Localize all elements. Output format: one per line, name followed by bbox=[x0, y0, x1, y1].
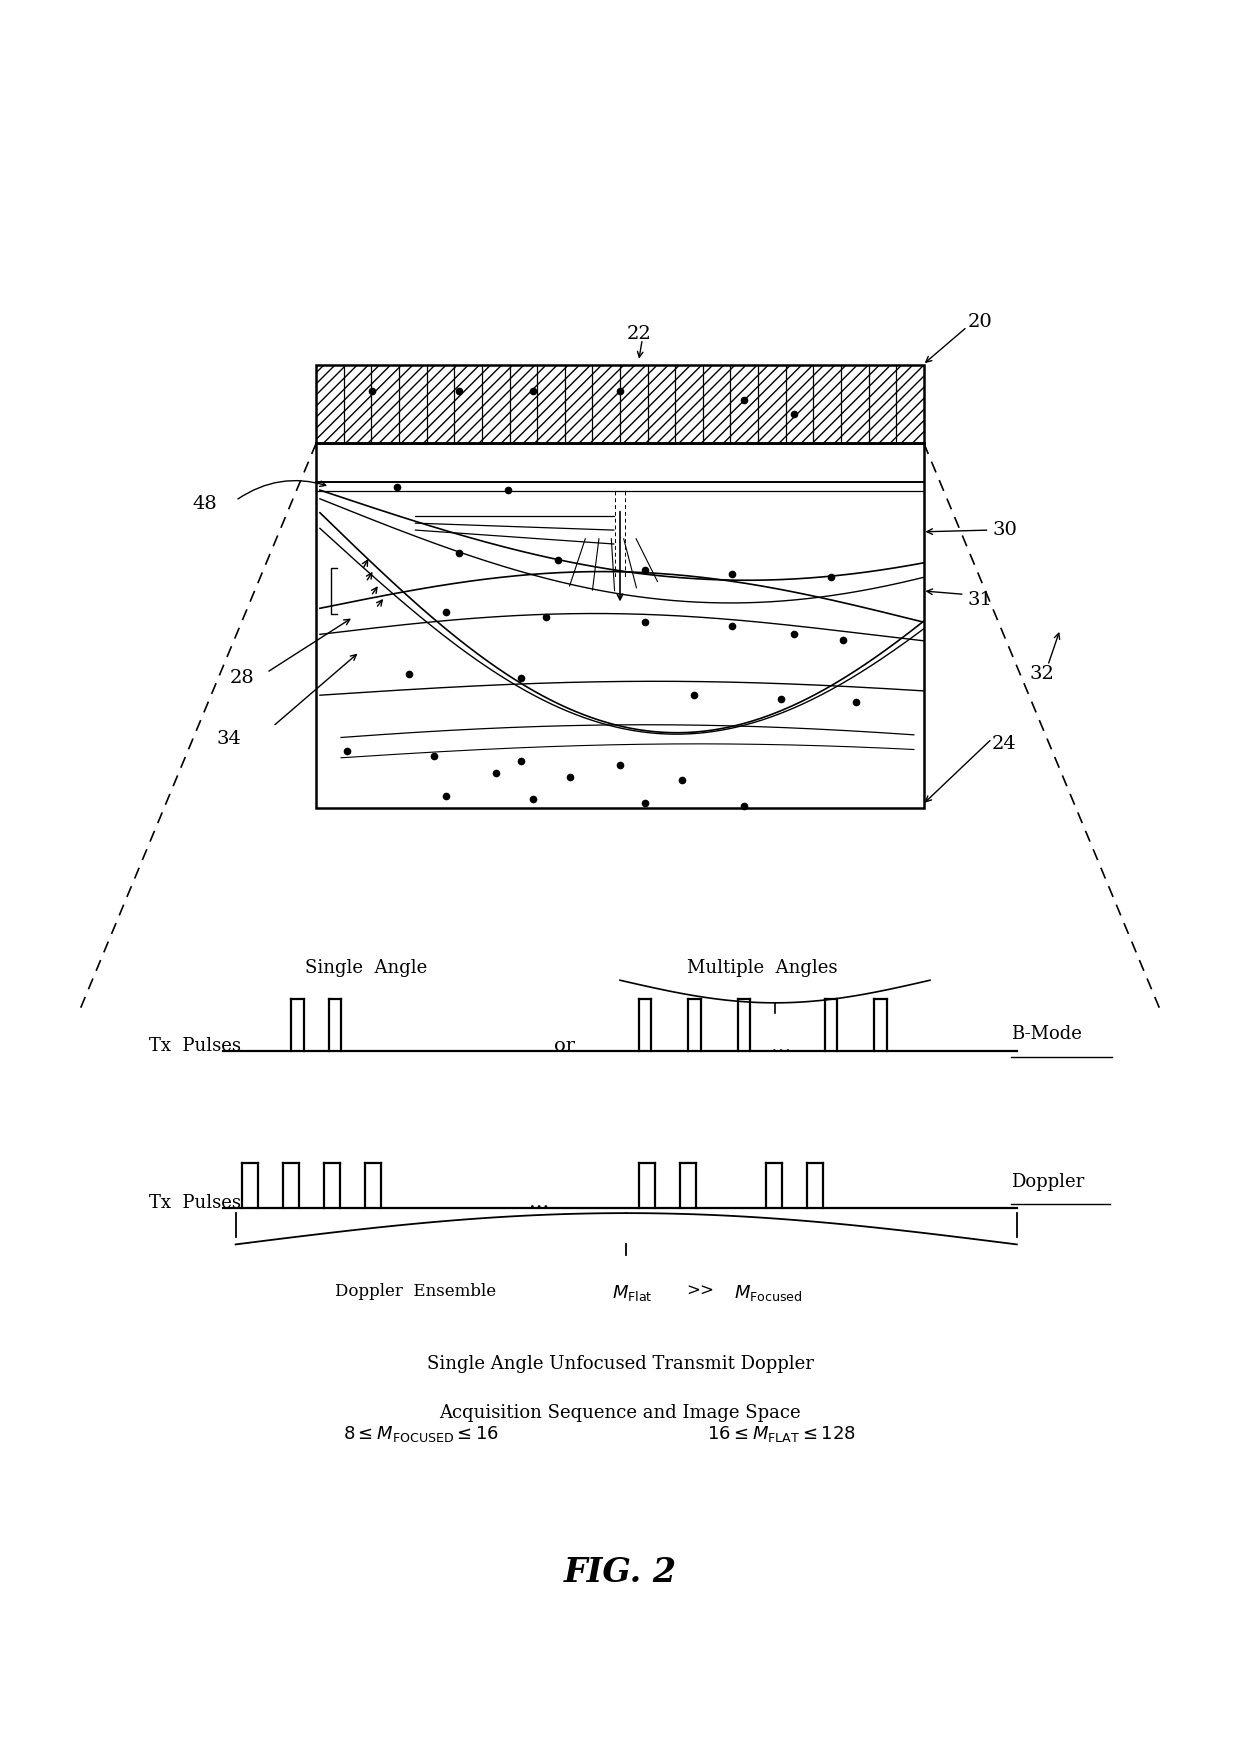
Text: $M_{\mathrm{Flat}}$: $M_{\mathrm{Flat}}$ bbox=[613, 1283, 652, 1304]
Text: ...: ... bbox=[529, 1194, 549, 1211]
Text: 28: 28 bbox=[229, 669, 254, 687]
Text: Tx  Pulses: Tx Pulses bbox=[149, 1194, 241, 1211]
Text: 32: 32 bbox=[1029, 666, 1054, 683]
Text: $M_{\mathrm{Focused}}$: $M_{\mathrm{Focused}}$ bbox=[734, 1283, 804, 1304]
Text: Single  Angle: Single Angle bbox=[305, 959, 427, 977]
Text: B-Mode: B-Mode bbox=[1011, 1025, 1081, 1043]
Text: Doppler  Ensemble: Doppler Ensemble bbox=[335, 1283, 496, 1300]
Text: ...: ... bbox=[771, 1038, 791, 1055]
Bar bbox=[316, 365, 924, 443]
Text: 30: 30 bbox=[992, 521, 1017, 539]
Text: Acquisition Sequence and Image Space: Acquisition Sequence and Image Space bbox=[439, 1404, 801, 1422]
Text: 34: 34 bbox=[217, 730, 242, 747]
Text: 22: 22 bbox=[626, 325, 651, 342]
Text: Doppler: Doppler bbox=[1011, 1173, 1084, 1191]
Text: 20: 20 bbox=[967, 313, 992, 330]
Text: $8 \leq M_{\mathrm{FOCUSED}} \leq 16$: $8 \leq M_{\mathrm{FOCUSED}} \leq 16$ bbox=[343, 1423, 500, 1444]
Text: Tx  Pulses: Tx Pulses bbox=[149, 1038, 241, 1055]
Text: 24: 24 bbox=[992, 735, 1017, 753]
Bar bbox=[316, 443, 924, 808]
Text: $16 \leq M_{\mathrm{FLAT}} \leq 128$: $16 \leq M_{\mathrm{FLAT}} \leq 128$ bbox=[707, 1423, 856, 1444]
Text: FIG. 2: FIG. 2 bbox=[563, 1557, 677, 1589]
Text: 31: 31 bbox=[967, 591, 992, 608]
Text: 48: 48 bbox=[192, 495, 217, 513]
Text: Single Angle Unfocused Transmit Doppler: Single Angle Unfocused Transmit Doppler bbox=[427, 1356, 813, 1373]
Text: or: or bbox=[554, 1038, 574, 1055]
Text: Multiple  Angles: Multiple Angles bbox=[687, 959, 838, 977]
Text: >>: >> bbox=[687, 1283, 714, 1300]
